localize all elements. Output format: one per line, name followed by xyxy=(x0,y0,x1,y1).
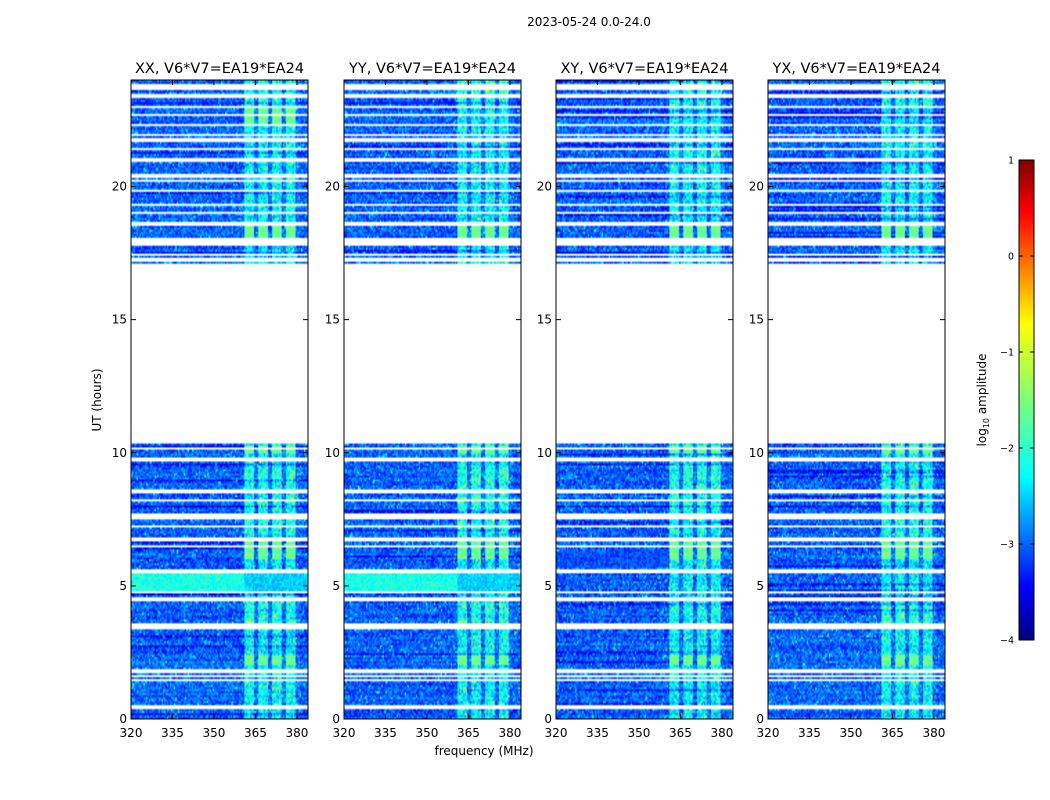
panel-frame xyxy=(767,79,946,720)
colorbar-tick-label: −2 xyxy=(1000,444,1014,455)
colorbar-ticks: 1 0 −1 −2 −3 −4 xyxy=(1000,156,1034,647)
x-tick-label: 335 xyxy=(374,726,397,740)
y-tick-label: 15 xyxy=(112,313,127,327)
colorbar-gradient xyxy=(1018,159,1035,641)
y-tick-label: 20 xyxy=(325,180,340,194)
panel-title: YY, V6*V7=EA19*EA24 xyxy=(348,61,516,77)
y-tick-label: 5 xyxy=(544,579,552,593)
x-tick-label: 380 xyxy=(498,726,521,740)
figure-title: 2023-05-24 0.0-24.0 xyxy=(527,15,651,29)
y-tick-label: 0 xyxy=(756,712,764,726)
colorbar-tick-label: 0 xyxy=(1008,252,1014,263)
y-tick-label: 5 xyxy=(332,579,340,593)
x-tick-label: 350 xyxy=(416,726,439,740)
heatmap-xy xyxy=(556,80,733,719)
x-tick-label: 320 xyxy=(120,726,143,740)
x-tick-label: 380 xyxy=(710,726,733,740)
y-tick-label: 10 xyxy=(749,446,764,460)
panel-frame xyxy=(343,79,522,720)
panel-frame xyxy=(555,79,734,720)
panel-title: XX, V6*V7=EA19*EA24 xyxy=(135,61,304,77)
colorbar: 1 0 −1 −2 −3 −4 log10 amplitude xyxy=(975,156,1035,647)
y-tick-label: 15 xyxy=(325,313,340,327)
x-tick-label: 365 xyxy=(244,726,267,740)
heatmap-yy xyxy=(344,80,521,719)
y-tick-label: 15 xyxy=(537,313,552,327)
colorbar-label: log10 amplitude xyxy=(975,354,991,447)
y-tick-label: 5 xyxy=(756,579,764,593)
x-tick-label: 350 xyxy=(840,726,863,740)
x-axis-label: frequency (MHz) xyxy=(434,744,533,758)
colorbar-tick-label: −1 xyxy=(1000,348,1014,359)
x-tick-label: 350 xyxy=(628,726,651,740)
colorbar-tick-label: −3 xyxy=(1000,540,1014,551)
x-tick-label: 320 xyxy=(333,726,356,740)
y-axis-label: UT (hours) xyxy=(90,368,104,431)
x-tick-label: 380 xyxy=(922,726,945,740)
x-tick-label: 350 xyxy=(203,726,226,740)
y-tick-label: 20 xyxy=(749,180,764,194)
y-tick-label: 0 xyxy=(544,712,552,726)
y-tick-label: 5 xyxy=(119,579,127,593)
panel-xy: XY, V6*V7=EA19*EA24 320 335 350 365 380 0 5 10 15… xyxy=(537,61,734,740)
panel-title: YX, V6*V7=EA19*EA24 xyxy=(771,61,940,77)
panels-group: XX, V6*V7=EA19*EA24 320 335 350 365 380 0 5 10 15… xyxy=(112,61,946,740)
panel-frame xyxy=(130,79,309,720)
y-tick-label: 10 xyxy=(112,446,127,460)
x-tick-label: 335 xyxy=(161,726,184,740)
x-tick-label: 335 xyxy=(586,726,609,740)
x-tick-label: 365 xyxy=(669,726,692,740)
y-tick-label: 15 xyxy=(749,313,764,327)
heatmap-xx xyxy=(131,80,308,719)
x-tick-label: 365 xyxy=(457,726,480,740)
y-tick-label: 20 xyxy=(112,180,127,194)
colorbar-tick-label: −4 xyxy=(1000,636,1014,647)
heatmap-yx xyxy=(768,80,945,719)
x-tick-label: 380 xyxy=(285,726,308,740)
panel-title: XY, V6*V7=EA19*EA24 xyxy=(560,61,728,77)
x-tick-label: 335 xyxy=(798,726,821,740)
y-tick-label: 10 xyxy=(325,446,340,460)
panel-yx: YX, V6*V7=EA19*EA24 320 335 350 365 380 0 5 10 15… xyxy=(749,61,946,740)
colorbar-tick-label: 1 xyxy=(1008,156,1014,167)
x-tick-label: 320 xyxy=(757,726,780,740)
x-tick-label: 365 xyxy=(881,726,904,740)
y-tick-label: 10 xyxy=(537,446,552,460)
y-tick-label: 20 xyxy=(537,180,552,194)
y-tick-label: 0 xyxy=(332,712,340,726)
y-tick-label: 0 xyxy=(119,712,127,726)
x-tick-label: 320 xyxy=(545,726,568,740)
panel-xx: XX, V6*V7=EA19*EA24 320 335 350 365 380 0 5 10 15… xyxy=(112,61,309,740)
panel-yy: YY, V6*V7=EA19*EA24 320 335 350 365 380 0 5 10 15… xyxy=(325,61,522,740)
